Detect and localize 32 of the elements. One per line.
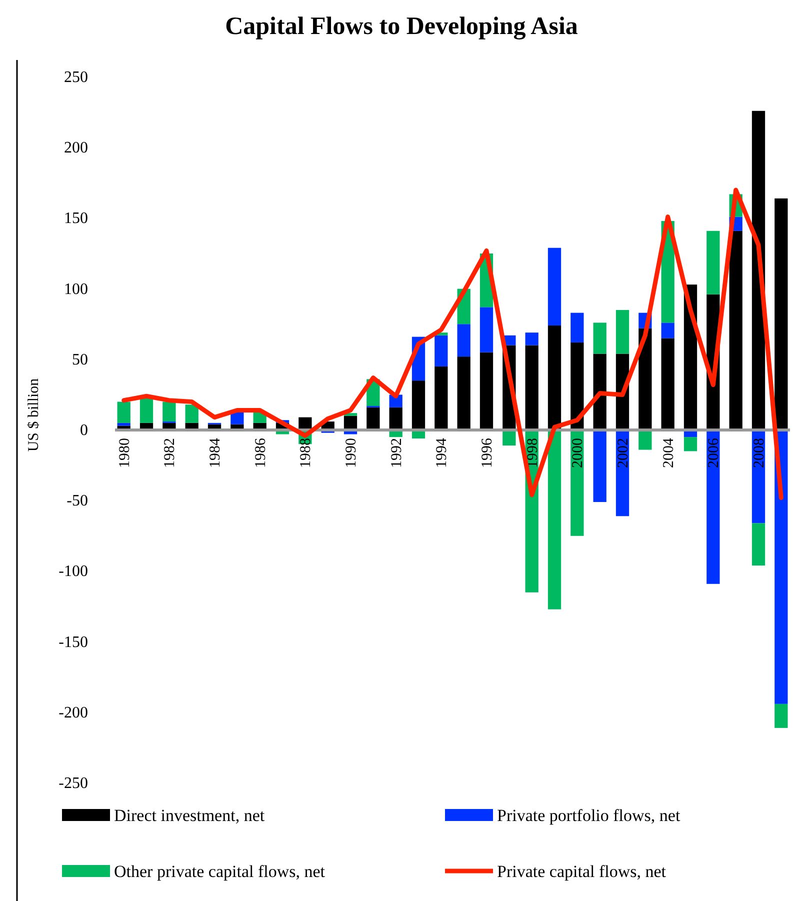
y-tick-label: 150 [64, 210, 88, 228]
y-tick-label: 100 [64, 280, 88, 298]
x-tick-label: 2000 [570, 438, 586, 468]
x-tick-label: 2008 [751, 438, 768, 468]
chart-title: Capital Flows to Developing Asia [225, 13, 578, 40]
legend-label: Other private capital flows, net [114, 862, 326, 881]
x-tick-label: 1986 [252, 438, 269, 468]
x-tick-label: 2002 [615, 438, 632, 468]
y-tick-label: -200 [58, 704, 88, 722]
y-axis-title: US $ billion [26, 378, 42, 452]
x-tick-label: 1994 [434, 438, 450, 468]
x-tick-label: 1996 [480, 438, 496, 468]
x-tick-label: 1982 [162, 438, 178, 468]
legend-label: Private capital flows, net [497, 862, 666, 881]
x-tick-label: 1988 [298, 438, 314, 468]
y-tick-label: -250 [58, 775, 88, 792]
legend-label: Private portfolio flows, net [497, 806, 680, 825]
y-tick-label: 200 [64, 140, 88, 157]
y-tick-label: -100 [58, 563, 88, 580]
y-tick-label: -50 [66, 492, 88, 510]
x-tick-label: 1980 [116, 438, 133, 468]
x-tick-label: 1998 [524, 438, 541, 468]
y-tick-label: 50 [72, 351, 88, 368]
y-tick-label: 250 [64, 69, 88, 86]
x-tick-label: 2006 [706, 438, 722, 468]
x-tick-label: 2004 [660, 438, 677, 468]
y-tick-label: 0 [80, 422, 88, 439]
x-tick-label: 1992 [388, 438, 405, 468]
x-tick-label: 1990 [344, 438, 360, 468]
legend-label: Direct investment, net [114, 806, 265, 825]
y-tick-label: -150 [58, 634, 88, 651]
x-tick-label: 1984 [208, 438, 224, 468]
